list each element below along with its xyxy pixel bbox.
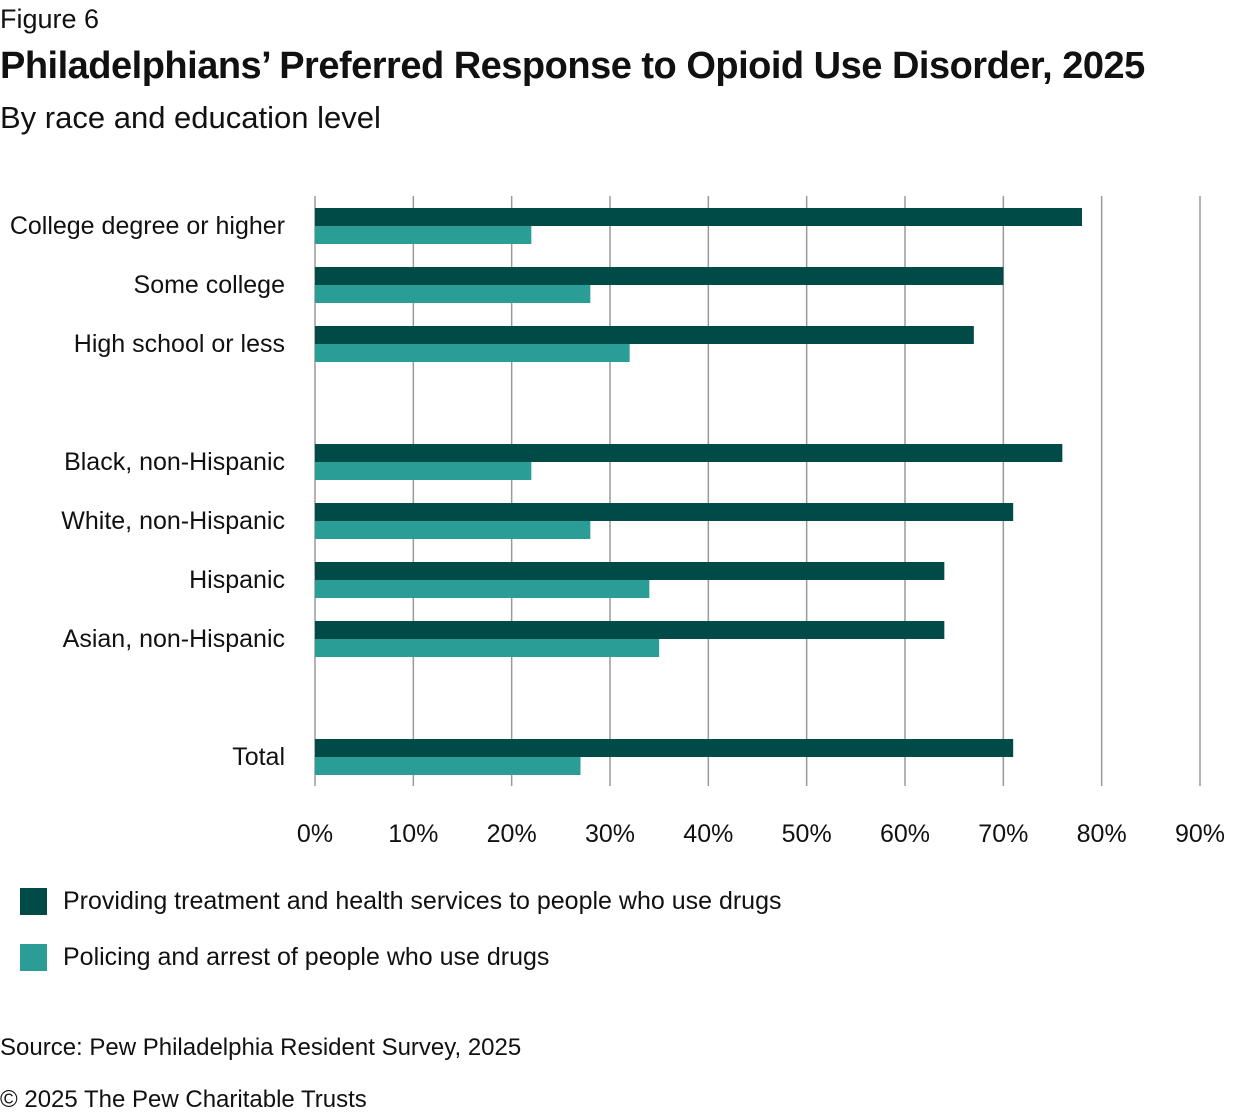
category-labels: College degree or higher Some college High… [10, 212, 285, 771]
copyright-note: © 2025 The Pew Charitable Trusts [0, 1086, 367, 1113]
chart-subtitle: By race and education level [0, 100, 381, 135]
x-tick-label: 80% [1077, 820, 1127, 848]
category-label: College degree or higher [10, 212, 285, 240]
bar-treatment [315, 208, 1082, 226]
category-label: Black, non-Hispanic [64, 448, 285, 476]
bar-policing [315, 226, 532, 244]
bar-policing [315, 580, 650, 598]
x-tick-label: 0% [297, 820, 333, 848]
legend-label-policing: Policing and arrest of people who use dr… [63, 942, 550, 971]
x-tick-labels: 0% 10% 20% 30% 40% 50% 60% 70% 80% 90% [297, 820, 1225, 848]
category-label: White, non-Hispanic [61, 507, 285, 535]
bar-treatment [315, 562, 945, 580]
bar-policing [315, 521, 591, 539]
source-note: Source: Pew Philadelphia Resident Survey… [0, 1034, 522, 1061]
x-tick-label: 40% [683, 820, 733, 848]
legend-label-treatment: Providing treatment and health services … [63, 886, 782, 915]
bar-policing [315, 757, 581, 775]
bar-treatment [315, 444, 1063, 462]
x-tick-label: 20% [487, 820, 537, 848]
bar-treatment [315, 267, 1004, 285]
bar-treatment [315, 503, 1014, 521]
x-tick-label: 30% [585, 820, 635, 848]
bar-policing [315, 639, 660, 657]
bars [315, 208, 1082, 775]
chart-title: Philadelphians’ Preferred Response to Op… [0, 45, 1145, 87]
legend-swatch-policing [20, 943, 47, 971]
category-label: Total [232, 743, 285, 771]
figure-label: Figure 6 [0, 4, 100, 34]
bar-treatment [315, 739, 1014, 757]
bar-treatment [315, 326, 974, 344]
x-tick-label: 70% [978, 820, 1028, 848]
category-label: Some college [134, 271, 285, 299]
x-tick-label: 90% [1175, 820, 1225, 848]
legend-item-policing: Policing and arrest of people who use dr… [20, 942, 549, 972]
bar-treatment [315, 621, 945, 639]
x-tick-label: 50% [782, 820, 832, 848]
x-tick-label: 10% [388, 820, 438, 848]
bar-chart: College degree or higher Some college High… [10, 196, 1225, 848]
category-label: Hispanic [189, 566, 285, 594]
bar-policing [315, 285, 591, 303]
category-label: Asian, non-Hispanic [63, 625, 285, 653]
legend-swatch-treatment [20, 887, 47, 915]
legend-item-treatment: Providing treatment and health services … [20, 886, 781, 916]
category-label: High school or less [74, 330, 285, 358]
bar-policing [315, 462, 532, 480]
x-tick-label: 60% [880, 820, 930, 848]
bar-policing [315, 344, 630, 362]
